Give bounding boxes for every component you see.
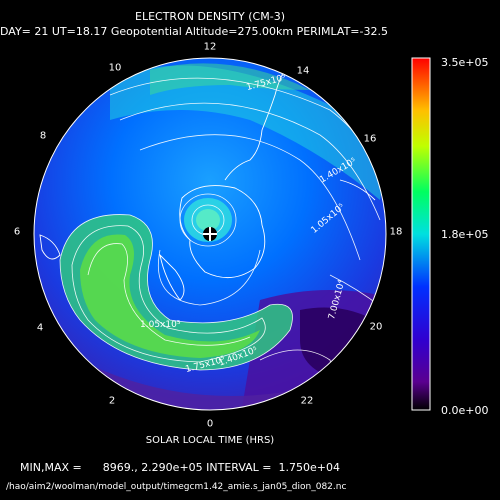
plot-subtitle: DAY= 21 UT=18.17 Geopotential Altitude=2… (0, 25, 388, 38)
plot-boundary (33, 57, 387, 411)
lt-label-4: 4 (36, 322, 44, 334)
contour-label: 1.05x10⁵ (140, 320, 181, 330)
colorbar (411, 57, 431, 411)
x-axis-label: SOLAR LOCAL TIME (HRS) (145, 435, 275, 446)
file-path: /hao/aim2/woolman/model_output/timegcm1.… (6, 482, 347, 492)
lt-label-18: 18 (389, 226, 403, 238)
colorbar-mid-label: 1.8e+05 (441, 228, 489, 241)
lt-label-10: 10 (108, 62, 122, 74)
lt-label-6: 6 (13, 226, 21, 238)
lt-label-14: 14 (296, 65, 310, 77)
lt-label-2: 2 (108, 395, 116, 407)
lt-label-20: 20 (369, 321, 383, 333)
lt-label-8: 8 (39, 130, 47, 142)
pole-marker (203, 227, 217, 241)
lt-label-22: 22 (300, 395, 314, 407)
colorbar-max-label: 3.5e+05 (441, 56, 489, 69)
lt-label-16: 16 (363, 133, 377, 145)
colorbar-min-label: 0.0e+00 (441, 404, 489, 417)
minmax-readout: MIN,MAX = 8969., 2.290e+05 INTERVAL = 1.… (20, 461, 340, 474)
lt-label-12: 12 (203, 41, 217, 53)
lt-label-0: 0 (206, 418, 214, 430)
plot-title: ELECTRON DENSITY (CM-3) (135, 10, 285, 23)
